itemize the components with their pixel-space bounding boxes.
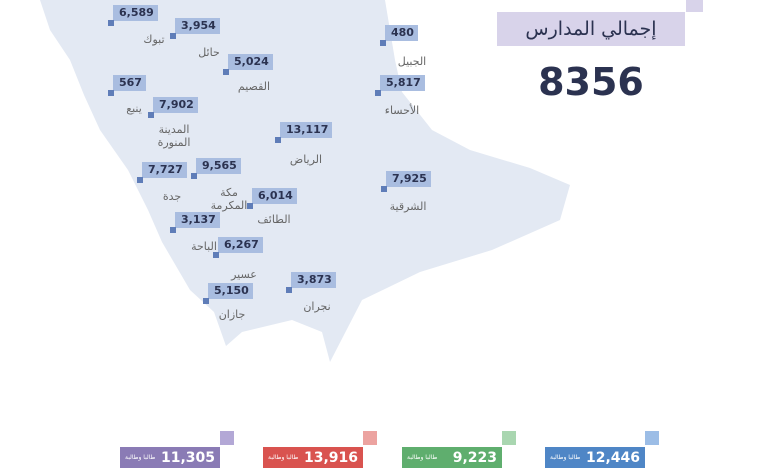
stat-label: طالبا وطالبة bbox=[550, 454, 581, 461]
stat-value: 11,305 bbox=[160, 449, 215, 466]
stat-decoration bbox=[502, 431, 516, 445]
region-value: 3,873 bbox=[286, 272, 336, 293]
region-name: الرياض bbox=[289, 153, 323, 166]
region-value: 5,150 bbox=[203, 283, 253, 304]
region-name: جازان bbox=[218, 308, 246, 321]
region-value: 6,589 bbox=[108, 5, 158, 26]
country-shape bbox=[40, 0, 570, 362]
region-value: 13,117 bbox=[274, 122, 333, 143]
region-value: 6,014 bbox=[247, 188, 297, 209]
region-name: مكة المكرمة bbox=[210, 186, 248, 212]
region-name: نجران bbox=[303, 300, 331, 313]
total: 8356 bbox=[538, 60, 644, 104]
region-value: 6,267 bbox=[213, 237, 263, 258]
region-name: القصيم bbox=[237, 80, 271, 93]
stat-box: طالبا وطالبة 9,223 bbox=[402, 447, 502, 468]
region-value: 9,565 bbox=[191, 158, 241, 179]
region-value: 7,925 bbox=[381, 171, 431, 192]
stat-box: طالبا وطالبة 11,305 bbox=[120, 447, 220, 468]
region-value: 3,954 bbox=[170, 18, 220, 39]
region-name: الباحة bbox=[191, 240, 217, 253]
region-name: الأحساء bbox=[384, 104, 420, 117]
region-name: الجبيل bbox=[397, 55, 427, 68]
region-value: 7,902 bbox=[148, 97, 198, 118]
region-name: الشرقية bbox=[389, 200, 427, 213]
stat-value: 13,916 bbox=[303, 449, 358, 466]
region-name: الطائف bbox=[257, 213, 291, 226]
region-name: ينبع bbox=[126, 102, 142, 115]
region-value: 3,137 bbox=[170, 212, 220, 233]
title: إجمالي المدارس bbox=[497, 12, 685, 46]
region-value: 480 bbox=[380, 25, 418, 46]
stat-decoration bbox=[220, 431, 234, 445]
region-value: 567 bbox=[108, 75, 146, 96]
region-name: تبوك bbox=[143, 33, 165, 46]
stat-label: طالبا وطالبة bbox=[407, 454, 438, 461]
stat-decoration bbox=[363, 431, 377, 445]
region-value: 5,024 bbox=[223, 54, 273, 75]
stat-label: طالبا وطالبة bbox=[268, 454, 299, 461]
region-value: 5,817 bbox=[375, 75, 425, 96]
stat-value: 12,446 bbox=[585, 449, 640, 466]
title-decoration bbox=[686, 0, 703, 12]
stat-decoration bbox=[645, 431, 659, 445]
region-value: 7,727 bbox=[137, 162, 187, 183]
stat-box: طالبا وطالبة 13,916 bbox=[263, 447, 363, 468]
stat-value: 9,223 bbox=[452, 449, 497, 466]
region-name: عسير bbox=[231, 268, 257, 281]
stat-label: طالبا وطالبة bbox=[125, 454, 156, 461]
region-name: المدينة المنورة bbox=[157, 123, 191, 149]
stat-box: طالبا وطالبة 12,446 bbox=[545, 447, 645, 468]
region-name: حائل bbox=[198, 46, 220, 59]
region-name: جدة bbox=[162, 190, 182, 203]
